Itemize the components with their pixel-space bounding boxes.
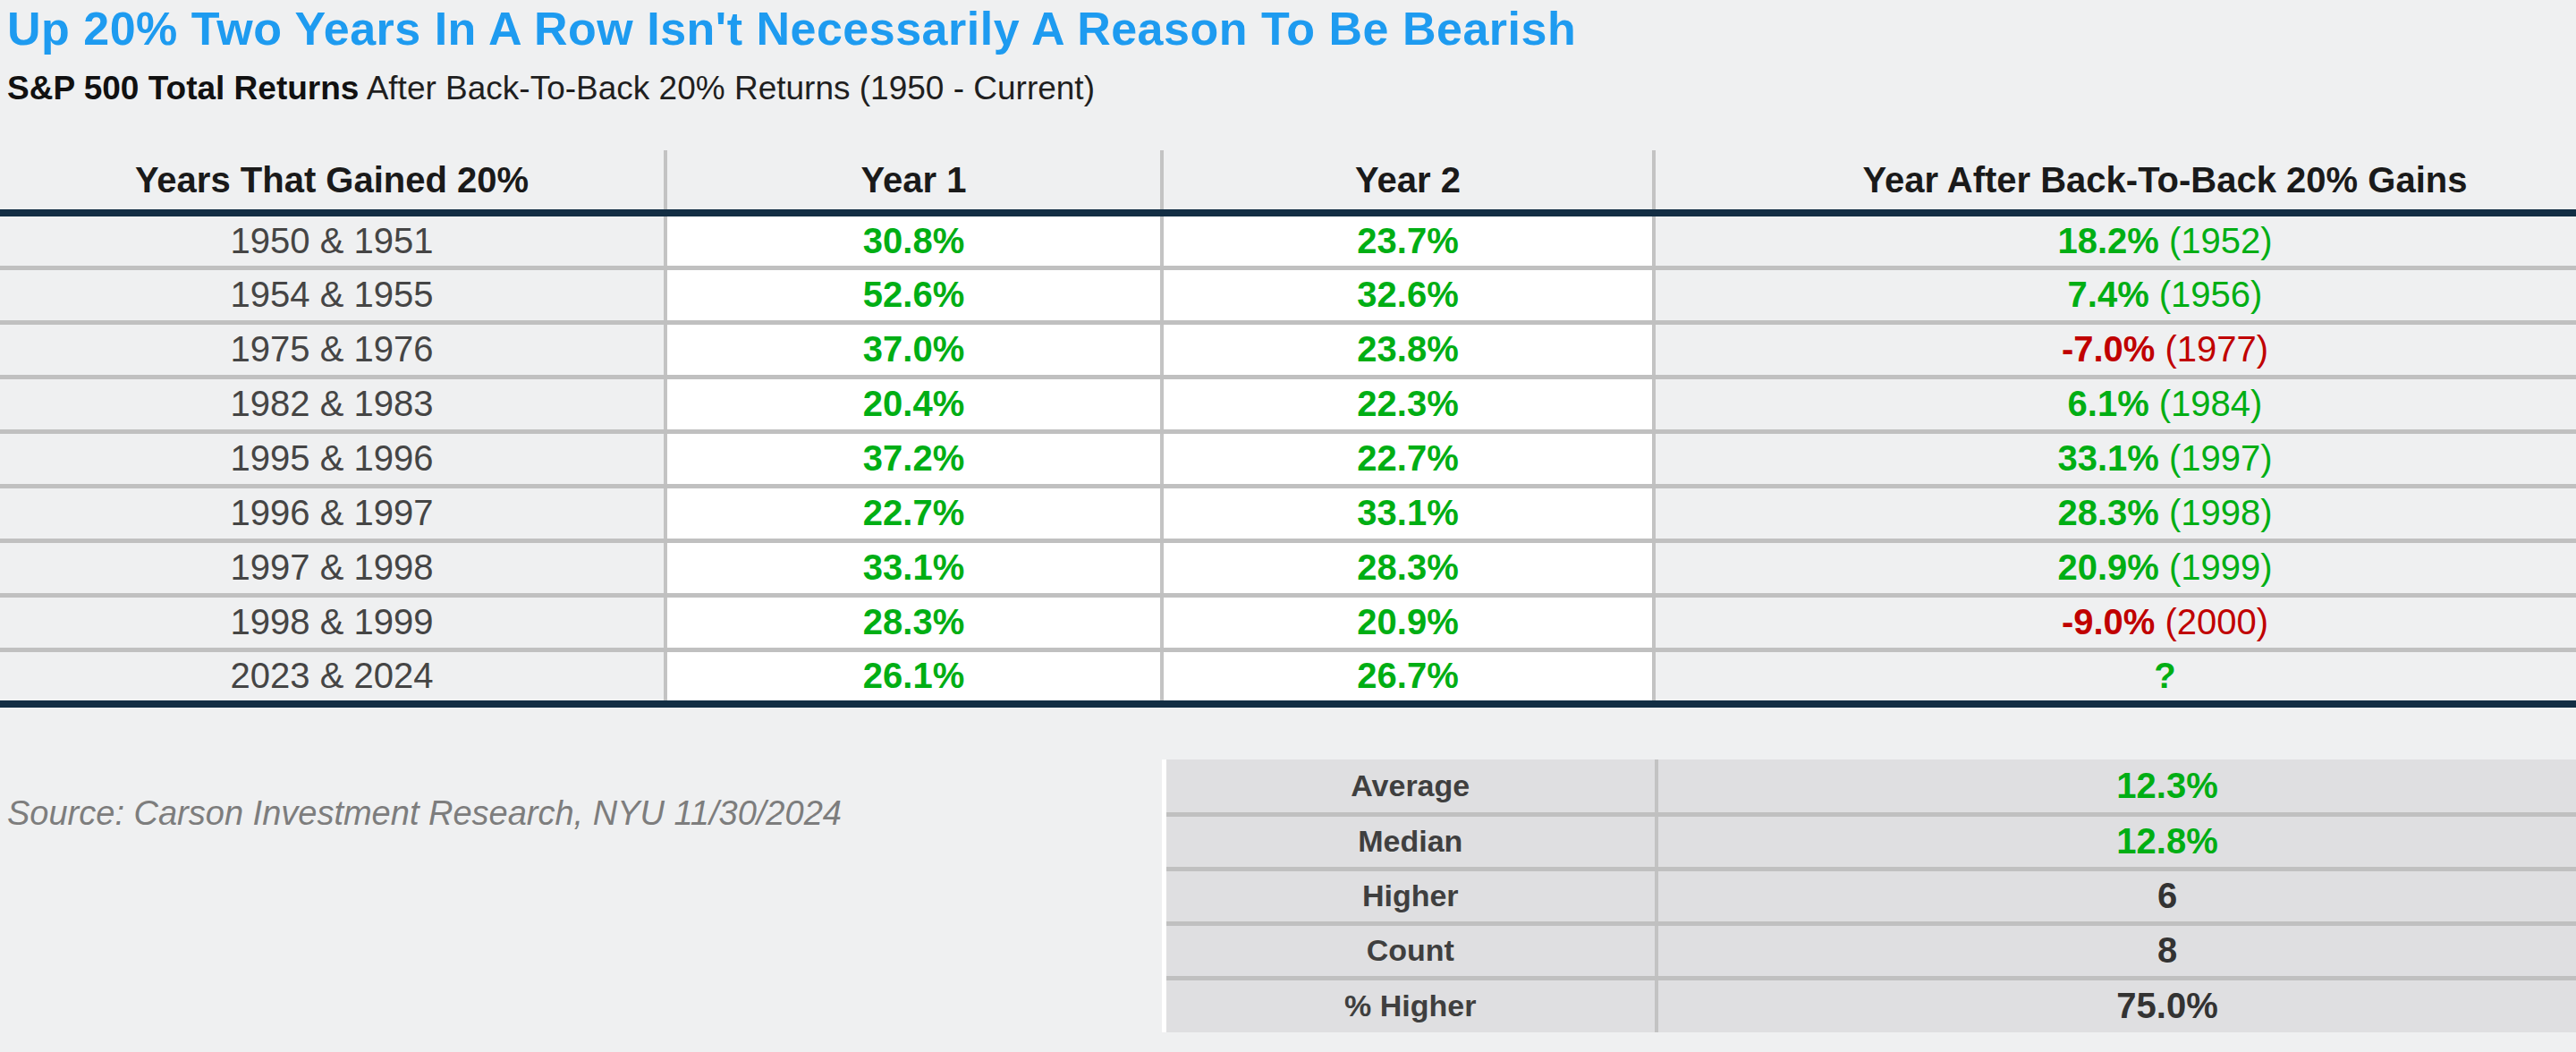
year-after-cell: 20.9% (1999) (1654, 540, 2576, 595)
year-after-value: 6.1% (2068, 384, 2149, 423)
year-after-value: 33.1% (2057, 438, 2158, 478)
col-header-year-after: Year After Back-To-Back 20% Gains (1654, 150, 2576, 213)
summary-label-cell: % Higher (1165, 978, 1657, 1032)
table-row: 1997 & 1998 33.1% 28.3% 20.9% (1999) (0, 540, 2576, 595)
year-after-year: (1997) (2169, 438, 2273, 478)
year-after-value: -7.0% (2062, 329, 2156, 369)
years-cell: 1950 & 1951 (0, 213, 665, 267)
years-cell: 1995 & 1996 (0, 431, 665, 486)
summary-label-cell: Median (1165, 814, 1657, 869)
table-row: 1996 & 1997 22.7% 33.1% 28.3% (1998) (0, 486, 2576, 540)
year-after-cell: 18.2% (1952) (1654, 213, 2576, 267)
summary-value-cell: 75.0% (1657, 978, 2576, 1032)
year1-cell: 30.8% (665, 213, 1162, 267)
summary-label-cell: Higher (1165, 869, 1657, 923)
year1-cell: 37.0% (665, 322, 1162, 377)
years-cell: 1975 & 1976 (0, 322, 665, 377)
page-title: Up 20% Two Years In A Row Isn't Necessar… (7, 2, 1576, 55)
table-row: 2023 & 2024 26.1% 26.7% ? (0, 649, 2576, 704)
year-after-cell: 33.1% (1997) (1654, 431, 2576, 486)
returns-table: Years That Gained 20% Year 1 Year 2 Year… (0, 150, 2576, 708)
year-after-year: (2000) (2165, 602, 2268, 641)
summary-row: % Higher 75.0% (1165, 978, 2576, 1032)
year-after-value: 28.3% (2057, 493, 2158, 532)
year-after-year: (1998) (2169, 493, 2273, 532)
year-after-cell: ? (1654, 649, 2576, 704)
year-after-year: (1999) (2169, 547, 2273, 587)
year-after-value: -9.0% (2062, 602, 2156, 641)
returns-table-body: 1950 & 1951 30.8% 23.7% 18.2% (1952) 1954… (0, 213, 2576, 704)
year-after-value: 20.9% (2057, 547, 2158, 587)
summary-row: Median 12.8% (1165, 814, 2576, 869)
table-row: 1975 & 1976 37.0% 23.8% -7.0%(1977) (0, 322, 2576, 377)
year1-cell: 28.3% (665, 595, 1162, 649)
years-cell: 2023 & 2024 (0, 649, 665, 704)
col-header-year1: Year 1 (665, 150, 1162, 213)
year-after-year: (1956) (2159, 275, 2263, 314)
year-after-year: (1984) (2159, 384, 2263, 423)
summary-row: Average 12.3% (1165, 759, 2576, 814)
year1-cell: 26.1% (665, 649, 1162, 704)
chart-figure: Up 20% Two Years In A Row Isn't Necessar… (0, 0, 2576, 1052)
years-cell: 1997 & 1998 (0, 540, 665, 595)
subtitle-bold: S&P 500 Total Returns (7, 70, 359, 106)
years-cell: 1982 & 1983 (0, 377, 665, 431)
year-after-cell: -9.0%(2000) (1654, 595, 2576, 649)
summary-table: Average 12.3% Median 12.8% Higher 6 Coun… (1162, 759, 2576, 1032)
col-header-years: Years That Gained 20% (0, 150, 665, 213)
years-cell: 1996 & 1997 (0, 486, 665, 540)
subtitle-rest: After Back-To-Back 20% Returns (1950 - C… (359, 70, 1095, 106)
summary-table-body: Average 12.3% Median 12.8% Higher 6 Coun… (1165, 759, 2576, 1032)
years-cell: 1954 & 1955 (0, 267, 665, 322)
year1-cell: 52.6% (665, 267, 1162, 322)
summary-value-cell: 6 (1657, 869, 2576, 923)
year1-cell: 37.2% (665, 431, 1162, 486)
page-subtitle: S&P 500 Total Returns After Back-To-Back… (7, 70, 1095, 107)
summary-label-cell: Average (1165, 759, 1657, 814)
year-after-value: ? (2154, 656, 2175, 695)
year-after-cell: -7.0%(1977) (1654, 322, 2576, 377)
col-header-year2: Year 2 (1162, 150, 1654, 213)
year-after-year: (1977) (2165, 329, 2268, 369)
table-row: 1954 & 1955 52.6% 32.6% 7.4% (1956) (0, 267, 2576, 322)
year-after-value: 7.4% (2068, 275, 2149, 314)
summary-row: Higher 6 (1165, 869, 2576, 923)
year2-cell: 22.3% (1162, 377, 1654, 431)
year1-cell: 22.7% (665, 486, 1162, 540)
table-row: 1995 & 1996 37.2% 22.7% 33.1% (1997) (0, 431, 2576, 486)
year-after-value: 18.2% (2057, 221, 2158, 260)
summary-value-cell: 12.3% (1657, 759, 2576, 814)
year-after-cell: 7.4% (1956) (1654, 267, 2576, 322)
year-after-cell: 6.1% (1984) (1654, 377, 2576, 431)
year2-cell: 23.7% (1162, 213, 1654, 267)
year1-cell: 20.4% (665, 377, 1162, 431)
year2-cell: 23.8% (1162, 322, 1654, 377)
year2-cell: 22.7% (1162, 431, 1654, 486)
year1-cell: 33.1% (665, 540, 1162, 595)
summary-row: Count 8 (1165, 923, 2576, 978)
year2-cell: 20.9% (1162, 595, 1654, 649)
year2-cell: 26.7% (1162, 649, 1654, 704)
year-after-year: (1952) (2169, 221, 2273, 260)
header-row: Years That Gained 20% Year 1 Year 2 Year… (0, 150, 2576, 213)
table-row: 1982 & 1983 20.4% 22.3% 6.1% (1984) (0, 377, 2576, 431)
years-cell: 1998 & 1999 (0, 595, 665, 649)
year2-cell: 28.3% (1162, 540, 1654, 595)
summary-value-cell: 12.8% (1657, 814, 2576, 869)
summary-label-cell: Count (1165, 923, 1657, 978)
year-after-cell: 28.3% (1998) (1654, 486, 2576, 540)
year2-cell: 33.1% (1162, 486, 1654, 540)
source-note: Source: Carson Investment Research, NYU … (7, 794, 842, 833)
table-row: 1950 & 1951 30.8% 23.7% 18.2% (1952) (0, 213, 2576, 267)
table-row: 1998 & 1999 28.3% 20.9% -9.0%(2000) (0, 595, 2576, 649)
year2-cell: 32.6% (1162, 267, 1654, 322)
summary-value-cell: 8 (1657, 923, 2576, 978)
